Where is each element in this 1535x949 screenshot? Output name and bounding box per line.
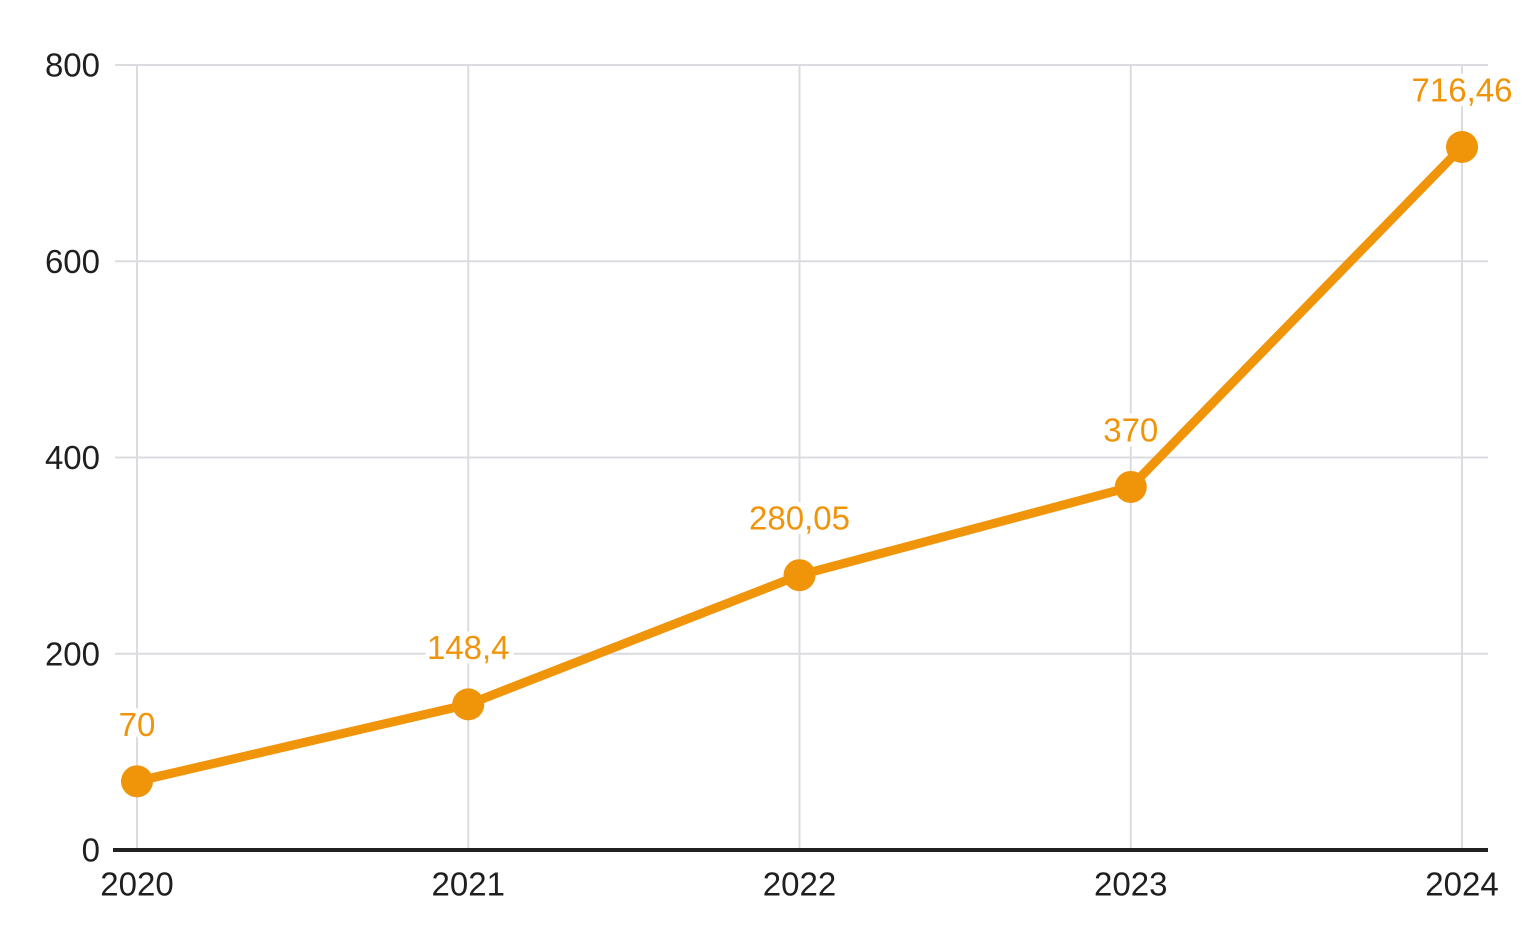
data-point-label: 70 xyxy=(119,706,156,743)
x-axis-tick-label: 2021 xyxy=(432,866,505,903)
data-point-label: 370 xyxy=(1103,411,1158,448)
x-axis-tick-label: 2020 xyxy=(100,866,173,903)
data-point-label: 148,4 xyxy=(427,629,510,666)
series-layer xyxy=(121,130,1478,798)
data-point xyxy=(121,765,153,798)
axes-layer: 0 200 400 600 800 2020 2021 2022 2023 2024 xyxy=(45,47,1499,903)
y-axis-tick-label: 200 xyxy=(45,635,100,672)
x-axis-tick-label: 2023 xyxy=(1094,866,1167,903)
gridlines-layer xyxy=(115,64,1488,850)
data-point-label: 280,05 xyxy=(749,500,850,537)
data-point xyxy=(1446,130,1478,163)
y-axis-tick-label: 0 xyxy=(82,832,100,869)
data-point xyxy=(452,688,485,721)
data-point-label: 716,46 xyxy=(1412,71,1513,108)
data-point xyxy=(783,559,816,592)
x-axis-tick-label: 2024 xyxy=(1425,866,1498,903)
labels-layer: 70 148,4 280,05 370 716,46 xyxy=(114,66,1518,747)
y-axis-tick-label: 800 xyxy=(45,47,100,84)
y-axis-tick-label: 600 xyxy=(45,243,100,280)
y-axis-tick-label: 400 xyxy=(45,439,100,476)
data-point xyxy=(1114,470,1147,503)
x-axis-tick-label: 2022 xyxy=(763,866,836,903)
